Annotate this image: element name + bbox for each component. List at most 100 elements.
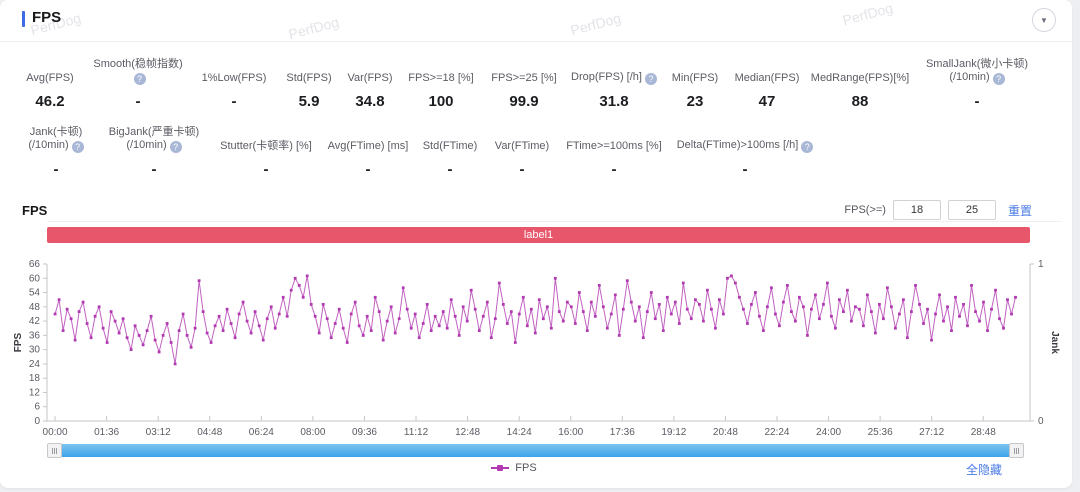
metric-value: - xyxy=(742,161,748,178)
scrollbar-left-handle[interactable] xyxy=(47,443,62,458)
fps-threshold-controls: FPS(>=) 重置 xyxy=(844,200,1032,220)
metric-label: Jank(卡顿) (/10min)? xyxy=(28,126,84,153)
legend-item-fps[interactable]: FPS xyxy=(491,462,537,474)
panel-title: FPS xyxy=(32,9,62,26)
y-axis-right-tick-label: 0 xyxy=(1038,416,1044,427)
y-axis-tick-label: 18 xyxy=(29,373,41,384)
metric-label: 1%Low(FPS) xyxy=(201,72,267,84)
metric-cell: 1%Low(FPS) - xyxy=(190,58,278,110)
legend-row: FPS xyxy=(0,458,1072,478)
fps-line-chart[interactable]: 0 6 12 18 24 30 36 42 48 54 60 66 00:00 01:36 03:12 04:… xyxy=(0,250,1072,443)
panel-header: PerfDog PerfDog PerfDog PerfDog FPS ▼ xyxy=(0,0,1072,42)
x-axis-tick-label: 22:24 xyxy=(764,427,789,438)
help-icon[interactable]: ? xyxy=(71,141,84,153)
metric-value: - xyxy=(447,161,453,178)
watermark: PerfDog xyxy=(568,9,623,39)
metric-value: 5.9 xyxy=(298,93,320,110)
metric-label: SmallJank(微小卡顿) (/10min)? xyxy=(925,58,1029,85)
metric-cell: Stutter(卡顿率) [%] - xyxy=(210,126,322,178)
metrics-row-1: Avg(FPS) 46.2 Smooth(稳帧指数)? - 1%Low(FPS) - Std… xyxy=(14,58,1040,110)
help-icon[interactable]: ? xyxy=(992,73,1005,85)
x-axis-tick-label: 09:36 xyxy=(352,427,377,438)
label-banner[interactable]: label1 xyxy=(47,227,1030,243)
collapse-button[interactable]: ▼ xyxy=(1032,8,1056,32)
metric-cell: Drop(FPS) [/h]? 31.8 xyxy=(566,58,662,110)
metric-label: Median(FPS) xyxy=(734,72,800,84)
x-axis-tick-label: 19:12 xyxy=(661,427,686,438)
help-icon[interactable]: ? xyxy=(169,141,182,153)
x-axis-tick-label: 24:00 xyxy=(816,427,841,438)
metric-label: BigJank(严重卡顿) (/10min)? xyxy=(108,126,200,153)
metric-cell: Std(FTime) - xyxy=(414,126,486,178)
x-axis-tick-label: 28:48 xyxy=(971,427,996,438)
metric-value: - xyxy=(263,161,269,178)
metric-cell: MedRange(FPS)[%] 88 xyxy=(806,58,914,110)
metric-label: FPS>=25 [%] xyxy=(491,72,557,84)
metric-cell: Delta(FTime)>100ms [/h]? - xyxy=(670,126,820,178)
scrollbar-right-handle[interactable] xyxy=(1009,443,1024,458)
help-icon[interactable]: ? xyxy=(801,141,814,153)
chart-range-scrollbar xyxy=(47,443,1024,458)
x-axis-tick-label: 20:48 xyxy=(713,427,738,438)
y-axis-tick-label: 60 xyxy=(29,273,41,284)
metric-value: 23 xyxy=(686,93,704,110)
metric-cell: Jank(卡顿) (/10min)? - xyxy=(14,126,98,178)
y-axis-tick-label: 36 xyxy=(29,330,41,341)
hide-all-link[interactable]: 全隐藏 xyxy=(965,463,1002,477)
scrollbar-track[interactable] xyxy=(62,444,1009,457)
chart-divider xyxy=(47,221,1062,222)
fps-threshold-input-1[interactable] xyxy=(892,200,941,220)
y-axis-tick-label: 66 xyxy=(29,259,41,270)
metric-cell: BigJank(严重卡顿) (/10min)? - xyxy=(98,126,210,178)
metric-cell: Var(FTime) - xyxy=(486,126,558,178)
y-axis-tick-label: 30 xyxy=(29,345,41,356)
metric-value: - xyxy=(974,93,980,110)
watermark: PerfDog xyxy=(286,13,341,43)
x-axis-tick-label: 25:36 xyxy=(868,427,893,438)
title-accent-bar xyxy=(22,11,25,27)
fps-threshold-input-2[interactable] xyxy=(947,200,996,220)
x-axis-tick-label: 16:00 xyxy=(558,427,583,438)
y-axis-tick-label: 24 xyxy=(29,359,41,370)
y-axis-tick-label: 54 xyxy=(29,288,41,299)
chart-section-title: FPS xyxy=(22,203,48,218)
metric-value: 47 xyxy=(758,93,776,110)
help-icon[interactable]: ? xyxy=(644,73,657,85)
y-axis-tick-label: 42 xyxy=(29,316,41,327)
metric-cell: Smooth(稳帧指数)? - xyxy=(86,58,190,110)
metric-cell: Var(FPS) 34.8 xyxy=(340,58,400,110)
y-axis-tick-label: 0 xyxy=(34,416,40,427)
x-axis-tick-label: 17:36 xyxy=(610,427,635,438)
metric-value: 100 xyxy=(428,93,454,110)
metric-cell: FPS>=25 [%] 99.9 xyxy=(482,58,566,110)
metric-value: - xyxy=(365,161,371,178)
y-axis-tick-label: 6 xyxy=(34,402,40,413)
fps-series-line xyxy=(54,275,1016,364)
metric-label: Drop(FPS) [/h]? xyxy=(571,58,657,85)
metric-value: - xyxy=(611,161,617,178)
metric-value: 88 xyxy=(851,93,869,110)
metric-label: FPS>=18 [%] xyxy=(408,72,474,84)
metric-label: Stutter(卡顿率) [%] xyxy=(220,140,312,152)
metric-cell: SmallJank(微小卡顿) (/10min)? - xyxy=(914,58,1040,110)
x-axis-tick-label: 27:12 xyxy=(919,427,944,438)
metric-value: - xyxy=(519,161,525,178)
y-axis-right-tick-label: 1 xyxy=(1038,259,1044,270)
legend-marker xyxy=(491,465,510,471)
metric-label: Var(FTime) xyxy=(494,140,550,152)
label-banner-text: label1 xyxy=(523,229,554,241)
reset-link[interactable]: 重置 xyxy=(1007,203,1032,218)
metric-value: - xyxy=(135,93,141,110)
metric-cell: Avg(FPS) 46.2 xyxy=(14,58,86,110)
metric-label: Var(FPS) xyxy=(347,72,393,84)
metric-label: MedRange(FPS)[%] xyxy=(810,72,910,84)
x-axis-tick-label: 01:36 xyxy=(94,427,119,438)
metric-label: Std(FPS) xyxy=(286,72,332,84)
metric-label: Smooth(稳帧指数)? xyxy=(93,58,183,85)
x-axis-tick-label: 06:24 xyxy=(249,427,274,438)
help-icon[interactable]: ? xyxy=(133,73,146,85)
metric-value: - xyxy=(151,161,157,178)
metric-label: Delta(FTime)>100ms [/h]? xyxy=(677,126,814,153)
x-axis-tick-label: 12:48 xyxy=(455,427,480,438)
